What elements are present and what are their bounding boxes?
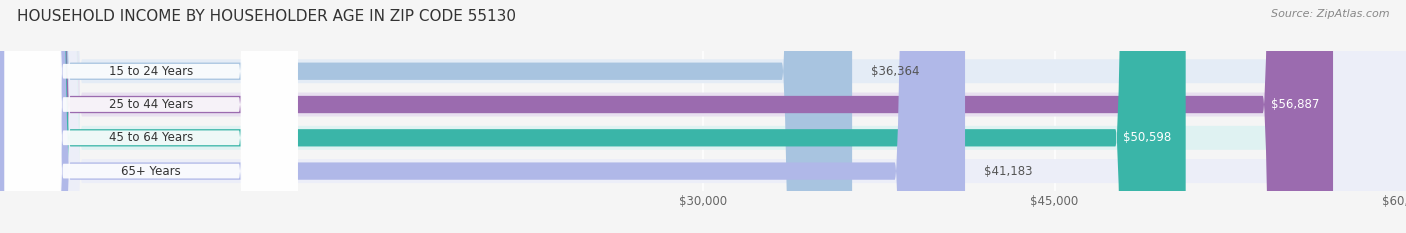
Text: 45 to 64 Years: 45 to 64 Years <box>110 131 193 144</box>
FancyBboxPatch shape <box>4 0 298 233</box>
Text: 15 to 24 Years: 15 to 24 Years <box>110 65 193 78</box>
FancyBboxPatch shape <box>0 0 1333 233</box>
FancyBboxPatch shape <box>0 0 965 233</box>
Text: $50,598: $50,598 <box>1123 131 1171 144</box>
Text: $56,887: $56,887 <box>1271 98 1319 111</box>
Text: $36,364: $36,364 <box>870 65 920 78</box>
FancyBboxPatch shape <box>4 0 298 233</box>
FancyBboxPatch shape <box>4 0 298 233</box>
Text: 25 to 44 Years: 25 to 44 Years <box>110 98 193 111</box>
FancyBboxPatch shape <box>0 0 1185 233</box>
Text: $41,183: $41,183 <box>984 164 1032 178</box>
Text: HOUSEHOLD INCOME BY HOUSEHOLDER AGE IN ZIP CODE 55130: HOUSEHOLD INCOME BY HOUSEHOLDER AGE IN Z… <box>17 9 516 24</box>
FancyBboxPatch shape <box>4 0 298 233</box>
Text: 65+ Years: 65+ Years <box>121 164 181 178</box>
FancyBboxPatch shape <box>0 0 852 233</box>
Text: Source: ZipAtlas.com: Source: ZipAtlas.com <box>1271 9 1389 19</box>
